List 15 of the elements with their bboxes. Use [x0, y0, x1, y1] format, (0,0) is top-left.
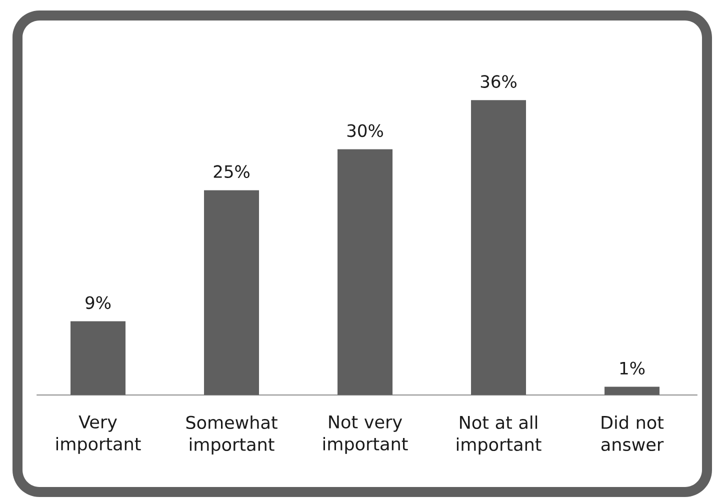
- data-label: 30%: [347, 124, 383, 138]
- bar: [70, 321, 126, 395]
- bar: [471, 100, 526, 395]
- bar: [204, 190, 260, 395]
- bar: [604, 386, 660, 395]
- x-tick-label: Did not answer: [601, 416, 664, 452]
- x-tick-label: Very important: [56, 416, 141, 454]
- data-label: 9%: [86, 296, 111, 310]
- x-tick-label: Somewhat important: [186, 416, 278, 454]
- bar: [338, 149, 393, 395]
- data-label: 25%: [214, 165, 250, 178]
- x-tick-label: Not very important: [323, 416, 408, 454]
- x-tick-label: Not at all important: [456, 416, 542, 454]
- data-label: 36%: [480, 75, 516, 88]
- data-label: 1%: [620, 362, 645, 375]
